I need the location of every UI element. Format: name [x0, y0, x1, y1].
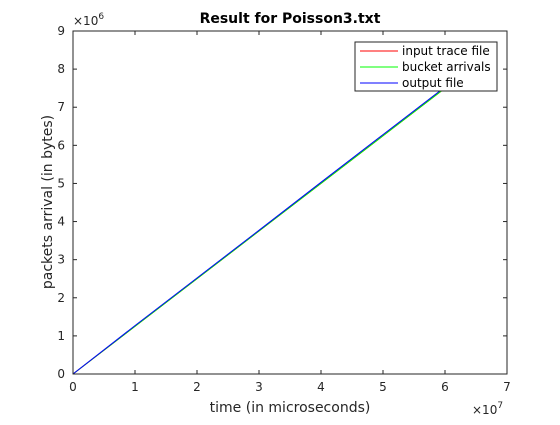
- y-tick-label: 0: [57, 367, 65, 381]
- y-axis-ticks: 0 1 2 3 4 5 6 7 8 9: [57, 24, 507, 381]
- y-axis-label: packets arrival (in bytes): [40, 115, 56, 289]
- legend: input trace file bucket arrivals output …: [354, 41, 498, 92]
- y-tick-label: 3: [57, 253, 65, 267]
- x-tick-label: 0: [69, 380, 77, 394]
- y-tick-label: 8: [57, 62, 65, 76]
- series-line-output-file: [72, 86, 446, 375]
- y-tick-label: 5: [57, 176, 65, 190]
- chart-title: Result for Poisson3.txt: [200, 11, 381, 27]
- y-tick-label: 9: [57, 24, 65, 38]
- x-exponent: ×107: [472, 401, 503, 417]
- x-exponent-power: 7: [497, 401, 503, 411]
- series-layer: [72, 86, 446, 375]
- x-tick-label: 3: [255, 380, 263, 394]
- x-tick-label: 4: [317, 380, 325, 394]
- x-tick-label: 2: [193, 380, 201, 394]
- legend-label-input-trace: input trace file: [402, 44, 490, 58]
- y-tick-label: 7: [57, 100, 65, 114]
- y-exponent: ×106: [73, 12, 104, 28]
- x-tick-label: 6: [441, 380, 449, 394]
- y-exponent-power: 6: [98, 12, 104, 22]
- y-tick-label: 2: [57, 291, 65, 305]
- x-tick-label: 7: [503, 380, 511, 394]
- series-line-bucket-arrivals: [72, 87, 446, 375]
- x-exponent-base: ×10: [472, 403, 497, 417]
- x-tick-label: 5: [379, 380, 387, 394]
- x-tick-label: 1: [131, 380, 139, 394]
- x-axis-label: time (in microseconds): [210, 400, 371, 416]
- legend-label-bucket-arrivals: bucket arrivals: [402, 60, 491, 74]
- y-tick-label: 4: [57, 215, 65, 229]
- y-tick-label: 1: [57, 329, 65, 343]
- axes-box: [72, 30, 508, 375]
- legend-label-output-file: output file: [402, 76, 464, 90]
- x-axis-ticks: 0 1 2 3 4 5 6 7: [69, 31, 511, 394]
- y-tick-label: 6: [57, 138, 65, 152]
- y-exponent-base: ×10: [73, 14, 98, 28]
